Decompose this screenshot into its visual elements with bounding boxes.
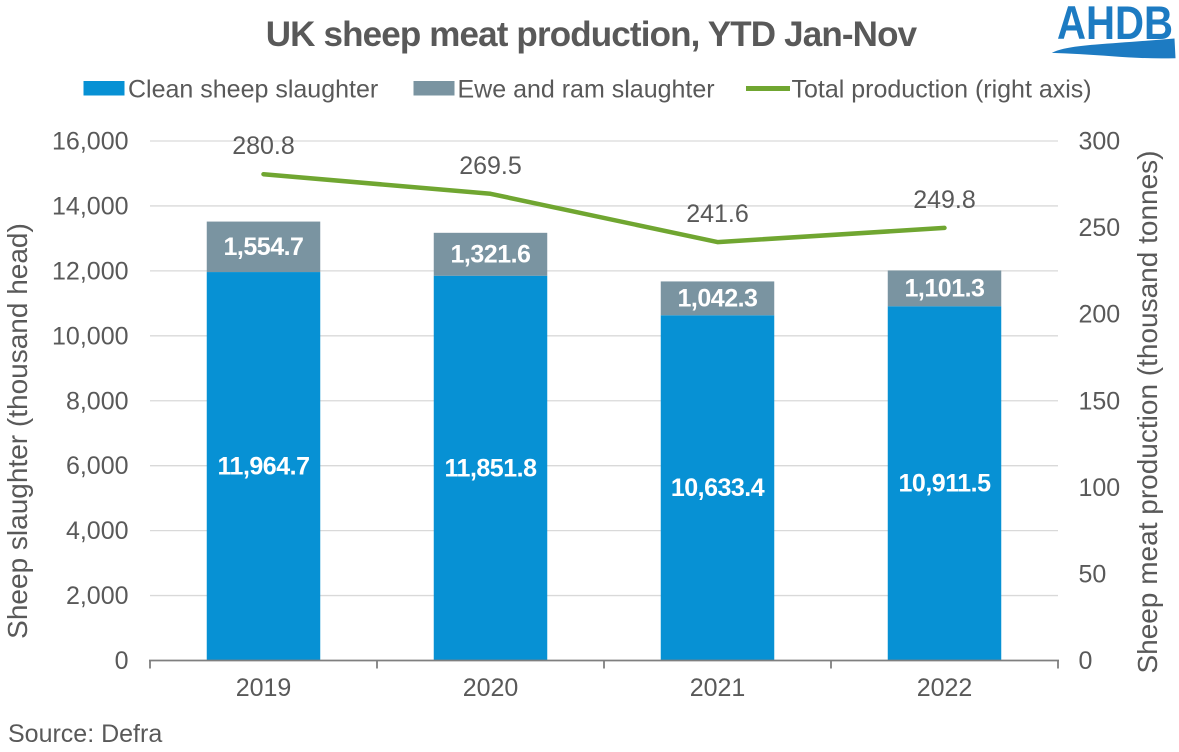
svg-text:1,101.3: 1,101.3 [905, 275, 985, 303]
svg-text:0: 0 [1079, 647, 1093, 675]
svg-text:0: 0 [115, 647, 129, 675]
svg-text:50: 50 [1079, 561, 1107, 589]
svg-text:280.8: 280.8 [232, 132, 295, 160]
svg-text:Clean sheep slaughter: Clean sheep slaughter [128, 76, 378, 104]
svg-text:150: 150 [1079, 387, 1121, 415]
svg-text:1,321.6: 1,321.6 [451, 241, 531, 269]
svg-text:Sheep meat production (thousan: Sheep meat production (thousand tonnes) [1132, 150, 1163, 673]
svg-text:6,000: 6,000 [66, 452, 129, 480]
svg-text:Total production (right axis): Total production (right axis) [792, 76, 1092, 104]
svg-text:4,000: 4,000 [66, 517, 129, 545]
svg-text:269.5: 269.5 [459, 152, 522, 180]
svg-text:100: 100 [1079, 474, 1121, 502]
svg-text:10,633.4: 10,633.4 [671, 474, 765, 502]
svg-text:16,000: 16,000 [52, 128, 128, 156]
svg-text:2019: 2019 [236, 674, 292, 702]
svg-text:241.6: 241.6 [686, 200, 749, 228]
svg-text:300: 300 [1079, 128, 1121, 156]
svg-text:1,042.3: 1,042.3 [678, 285, 758, 313]
svg-text:250: 250 [1079, 214, 1121, 242]
svg-text:8,000: 8,000 [66, 387, 129, 415]
svg-text:UK sheep meat production, YTD: UK sheep meat production, YTD Jan-Nov [266, 15, 918, 54]
svg-text:12,000: 12,000 [52, 257, 128, 285]
svg-text:2022: 2022 [917, 674, 973, 702]
svg-text:11,964.7: 11,964.7 [218, 453, 310, 481]
svg-text:200: 200 [1079, 301, 1121, 329]
svg-text:10,911.5: 10,911.5 [899, 470, 992, 498]
svg-text:Ewe and ram slaughter: Ewe and ram slaughter [458, 76, 715, 104]
svg-text:14,000: 14,000 [52, 192, 128, 220]
svg-text:Source: Defra: Source: Defra [8, 720, 162, 748]
svg-text:1,554.7: 1,554.7 [224, 233, 304, 261]
svg-text:2020: 2020 [463, 674, 519, 702]
svg-text:Sheep slaughter (thousand head: Sheep slaughter (thousand head) [2, 223, 33, 639]
svg-text:249.8: 249.8 [913, 186, 976, 214]
svg-text:2,000: 2,000 [66, 582, 129, 610]
svg-text:2021: 2021 [690, 674, 746, 702]
svg-text:11,851.8: 11,851.8 [445, 454, 538, 482]
svg-text:10,000: 10,000 [52, 322, 128, 350]
